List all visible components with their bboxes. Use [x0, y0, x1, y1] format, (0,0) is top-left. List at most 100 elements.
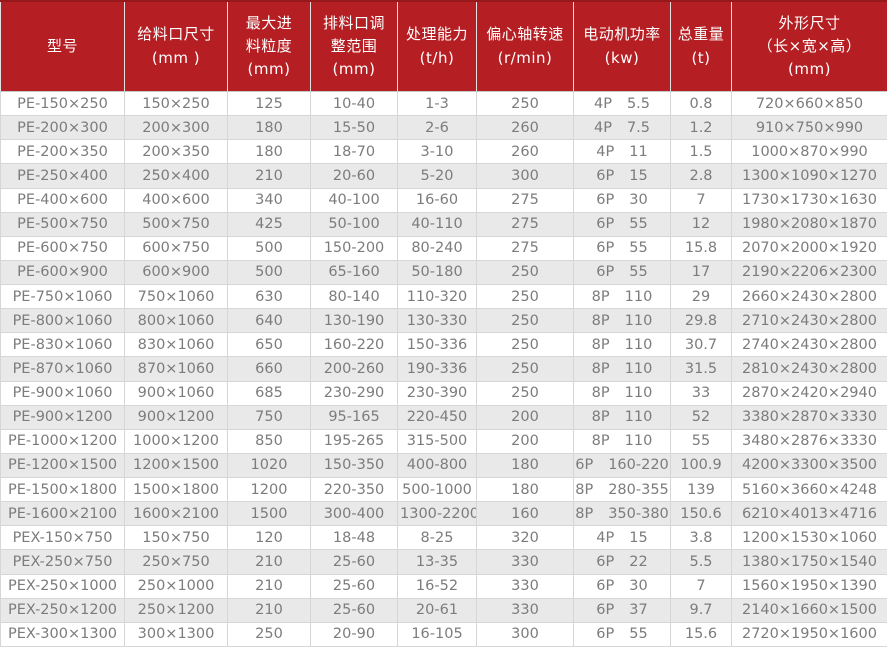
cell-capacity: 16-105: [397, 621, 477, 647]
cell-feed_size: 600×750: [124, 235, 228, 261]
cell-feed_size: 1200×1500: [124, 452, 228, 479]
cell-model: PE-870×1060: [0, 356, 125, 382]
motor-pair: 8P 280-355: [575, 482, 669, 498]
cell-discharge_range: 230-290: [310, 380, 398, 406]
column-header-motor_power: 电动机功率 (kw): [573, 0, 671, 92]
motor-pair: 6P 160-220: [575, 457, 669, 474]
cell-discharge_range: 15-50: [310, 115, 398, 141]
cell-capacity: 220-450: [397, 404, 477, 430]
motor-pole-value: 6P: [596, 240, 615, 257]
cell-max_feed_size: 180: [227, 139, 311, 165]
cell-speed: 330: [476, 549, 574, 575]
cell-capacity: 20-61: [397, 597, 477, 623]
cell-model: PE-1600×2100: [0, 501, 125, 527]
column-header-total_weight: 总重量 (t): [670, 0, 732, 92]
cell-discharge_range: 40-100: [310, 187, 398, 213]
cell-discharge_range: 65-160: [310, 259, 398, 286]
cell-dimensions: 2720×1950×1600: [731, 621, 887, 647]
cell-dimensions: 2660×2430×2800: [731, 283, 887, 310]
motor-kw-value: 30: [629, 192, 648, 209]
cell-motor_pole-motor_kw: 8P 110: [573, 380, 671, 406]
cell-discharge_range: 20-90: [310, 621, 398, 647]
cell-speed: 330: [476, 597, 574, 623]
cell-discharge_range: 160-220: [310, 332, 398, 358]
table-row: PE-750×1060 750×1060 630 80-140 110-320 250 8P…: [0, 283, 887, 310]
cell-max_feed_size: 120: [227, 525, 311, 551]
motor-kw-value: 350-380: [608, 505, 669, 522]
cell-feed_size: 1000×1200: [124, 428, 228, 454]
motor-pole-value: 6P: [596, 578, 615, 595]
table-row: PEX-250×1200 250×1200 210 25-60 20-61 330 6P 37…: [0, 597, 887, 623]
table-row: PE-150×250 150×250 125 10-40 1-3 250 4P 5.5 0.8 7…: [0, 90, 887, 117]
cell-weight: 3.8: [670, 525, 732, 551]
motor-pole-value: 6P: [596, 192, 615, 209]
cell-feed_size: 400×600: [124, 187, 228, 213]
column-header-line: (mm): [332, 60, 376, 79]
cell-max_feed_size: 210: [227, 163, 311, 189]
cell-motor_pole-motor_kw: 6P 55: [573, 211, 671, 237]
table-row: PE-500×750 500×750 425 50-100 40-110 275 6P 55 1…: [0, 211, 887, 237]
cell-weight: 12: [670, 211, 732, 237]
cell-discharge_range: 50-100: [310, 211, 398, 237]
motor-kw-value: 55: [629, 216, 648, 233]
cell-model: PE-1000×1200: [0, 428, 125, 454]
motor-pole-value: 8P: [591, 409, 610, 426]
cell-capacity: 315-500: [397, 428, 477, 454]
cell-dimensions: 2190×2206×2300: [731, 259, 887, 286]
cell-model: PE-900×1060: [0, 380, 125, 406]
cell-weight: 33: [670, 380, 732, 406]
cell-capacity: 130-330: [397, 308, 477, 334]
cell-max_feed_size: 660: [227, 356, 311, 382]
motor-kw-value: 110: [624, 409, 653, 426]
cell-motor_pole-motor_kw: 4P 15: [573, 525, 671, 551]
cell-motor_pole-motor_kw: 6P 30: [573, 187, 671, 213]
motor-pair: 8P 110: [576, 385, 668, 401]
cell-max_feed_size: 125: [227, 90, 311, 117]
cell-capacity: 16-52: [397, 573, 477, 599]
cell-model: PE-900×1200: [0, 404, 125, 430]
column-header-dimensions: 外形尺寸 （长×宽×高） (mm): [731, 0, 887, 92]
cell-motor_pole-motor_kw: 6P 55: [573, 259, 671, 286]
motor-kw-value: 55: [629, 240, 648, 257]
cell-speed: 330: [476, 573, 574, 599]
cell-max_feed_size: 685: [227, 380, 311, 406]
motor-pair: 6P 22: [576, 554, 668, 570]
cell-max_feed_size: 850: [227, 428, 311, 454]
cell-feed_size: 200×300: [124, 115, 228, 141]
cell-model: PE-500×750: [0, 211, 125, 237]
cell-dimensions: 1980×2080×1870: [731, 211, 887, 237]
cell-motor_pole-motor_kw: 4P 11: [573, 139, 671, 165]
cell-max_feed_size: 210: [227, 597, 311, 623]
cell-max_feed_size: 425: [227, 211, 311, 237]
motor-pole-value: 6P: [575, 457, 594, 474]
column-header-line: 外形尺寸: [778, 13, 841, 32]
cell-speed: 250: [476, 356, 574, 382]
cell-weight: 150.6: [670, 501, 732, 527]
cell-feed_size: 1500×1800: [124, 476, 228, 503]
cell-weight: 31.5: [670, 356, 732, 382]
motor-kw-value: 11: [629, 143, 648, 160]
motor-pole-value: 8P: [591, 385, 610, 402]
table-body: PE-150×250 150×250 125 10-40 1-3 250 4P 5.5 0.8 7…: [0, 90, 887, 647]
cell-feed_size: 900×1200: [124, 404, 228, 430]
motor-pair: 6P 15: [576, 168, 668, 184]
motor-pair: 6P 55: [576, 216, 668, 232]
cell-dimensions: 1730×1730×1630: [731, 187, 887, 213]
cell-discharge_range: 195-265: [310, 428, 398, 454]
cell-dimensions: 1560×1950×1390: [731, 573, 887, 599]
cell-feed_size: 250×400: [124, 163, 228, 189]
motor-pair: 4P 15: [576, 530, 668, 546]
column-header-line: 电动机功率: [583, 25, 661, 44]
cell-motor_pole-motor_kw: 6P 37: [573, 597, 671, 623]
cell-discharge_range: 95-165: [310, 404, 398, 430]
cell-discharge_range: 10-40: [310, 90, 398, 117]
column-header-shaft_speed: 偏心轴转速 (r/min): [476, 0, 574, 92]
column-header-line: (t): [691, 48, 711, 67]
cell-max_feed_size: 1500: [227, 501, 311, 527]
motor-kw-value: 7.5: [626, 119, 651, 136]
cell-feed_size: 500×750: [124, 211, 228, 237]
cell-model: PE-150×250: [0, 90, 125, 117]
column-header-max_feed_size: 最大进 料粒度 (mm): [227, 0, 311, 92]
cell-dimensions: 3480×2876×3330: [731, 428, 887, 454]
cell-max_feed_size: 210: [227, 573, 311, 599]
